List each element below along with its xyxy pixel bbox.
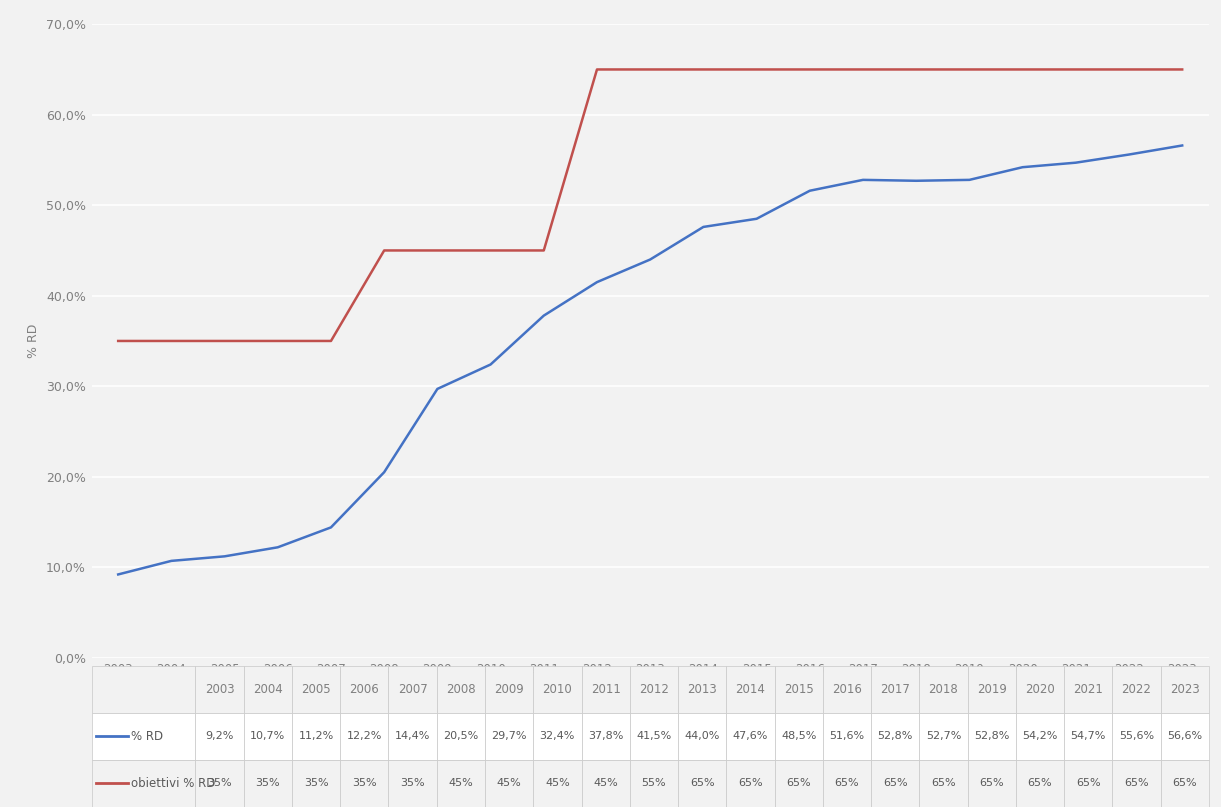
Y-axis label: % RD: % RD <box>27 324 40 358</box>
Text: % RD: % RD <box>131 730 164 743</box>
Text: obiettivi % RD: obiettivi % RD <box>131 777 215 790</box>
